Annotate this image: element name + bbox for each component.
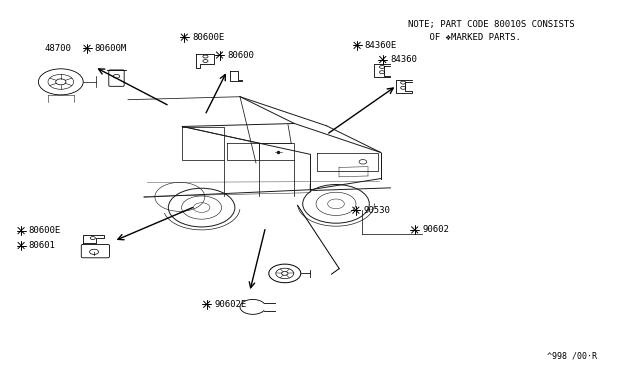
Text: 80601: 80601 bbox=[29, 241, 56, 250]
Text: ^998 /00·R: ^998 /00·R bbox=[547, 351, 597, 360]
FancyBboxPatch shape bbox=[81, 244, 109, 258]
Text: 90530: 90530 bbox=[364, 206, 390, 215]
Text: 90602E: 90602E bbox=[214, 300, 246, 309]
Text: 80600E: 80600E bbox=[29, 226, 61, 235]
Text: 80600E: 80600E bbox=[192, 33, 224, 42]
Text: NOTE; PART CODE 80010S CONSISTS
    OF ❖MARKED PARTS.: NOTE; PART CODE 80010S CONSISTS OF ❖MARK… bbox=[408, 20, 575, 42]
Text: 90602: 90602 bbox=[422, 225, 449, 234]
Text: 84360E: 84360E bbox=[365, 41, 397, 50]
FancyBboxPatch shape bbox=[109, 70, 124, 86]
Text: 80600: 80600 bbox=[227, 51, 254, 60]
Text: 80600M: 80600M bbox=[95, 44, 127, 53]
Text: 48700: 48700 bbox=[45, 44, 72, 53]
Text: 84360: 84360 bbox=[390, 55, 417, 64]
